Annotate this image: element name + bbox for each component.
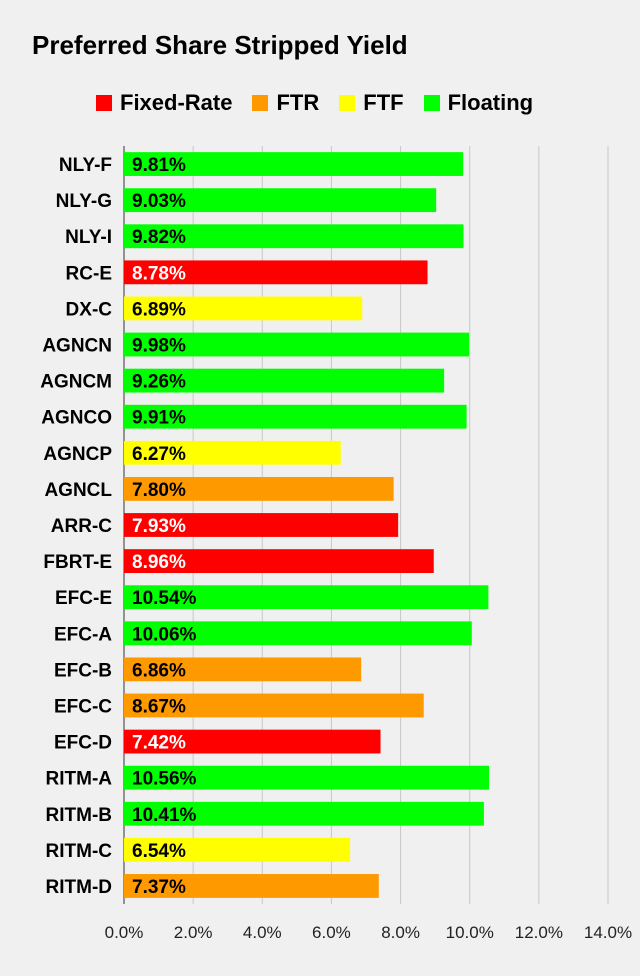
bar-value-label: 7.42%	[132, 733, 186, 754]
category-label: EFC-D	[54, 733, 112, 754]
bar-value-label: 9.81%	[132, 155, 186, 176]
category-label: EFC-E	[55, 588, 112, 609]
bar-value-label: 6.86%	[132, 660, 186, 681]
bar	[124, 404, 467, 429]
category-label: AGNCO	[41, 408, 112, 429]
legend-swatch	[96, 95, 112, 111]
legend-swatch	[252, 95, 269, 111]
bar	[124, 801, 484, 826]
bar-value-label: 9.98%	[132, 336, 186, 357]
bar-value-label: 9.91%	[132, 408, 186, 429]
bar	[124, 657, 362, 682]
category-label: AGNCM	[40, 372, 112, 393]
category-label: AGNCP	[43, 444, 112, 465]
bar-value-label: 8.78%	[132, 263, 186, 284]
bar	[124, 440, 341, 465]
bar-value-label: 10.56%	[132, 769, 197, 790]
bar	[124, 476, 394, 501]
category-label: RITM-B	[46, 805, 112, 826]
bar-value-label: 6.89%	[132, 299, 186, 320]
legend-item-ftr: FTR	[252, 90, 319, 116]
category-label: EFC-C	[54, 696, 112, 717]
legend-swatch	[339, 95, 356, 111]
category-label: DX-C	[66, 299, 113, 320]
bar	[124, 513, 399, 537]
bar	[124, 332, 470, 357]
bar	[124, 729, 381, 754]
x-tick-label: 0.0%	[105, 923, 144, 942]
bar	[124, 837, 351, 862]
bar-value-label: 8.67%	[132, 696, 186, 717]
bar-value-label: 10.54%	[132, 588, 197, 609]
legend: Fixed-Rate FTR FTF Floating	[96, 90, 533, 116]
bar-value-label: 8.96%	[132, 552, 186, 573]
category-label: RC-E	[66, 263, 112, 284]
legend-item-ftf: FTF	[339, 90, 404, 116]
bar	[124, 621, 472, 646]
bar-value-label: 6.54%	[132, 841, 186, 862]
bar-value-label: 9.26%	[132, 372, 186, 393]
category-label: RITM-D	[46, 877, 112, 898]
bar	[124, 585, 489, 610]
bar-value-label: 7.80%	[132, 480, 186, 501]
category-label: ARR-C	[51, 516, 112, 537]
x-tick-label: 10.0%	[446, 923, 494, 942]
bar	[124, 765, 490, 790]
x-tick-label: 8.0%	[381, 923, 420, 942]
bar-value-label: 9.03%	[132, 191, 186, 212]
chart-title: Preferred Share Stripped Yield	[32, 30, 408, 60]
bar-value-label: 6.27%	[132, 444, 186, 465]
bar	[124, 874, 379, 898]
legend-label: Fixed-Rate	[120, 90, 233, 115]
bar	[124, 296, 363, 321]
bar-value-label: 9.82%	[132, 227, 186, 248]
x-tick-label: 4.0%	[243, 923, 282, 942]
legend-label: FTF	[363, 90, 404, 115]
legend-item-fixed-rate: Fixed-Rate	[96, 90, 232, 116]
bar	[124, 224, 464, 249]
category-label: NLY-G	[56, 191, 112, 212]
bar-value-label: 7.93%	[132, 516, 186, 537]
bar-value-label: 7.37%	[132, 877, 186, 898]
legend-swatch	[423, 95, 440, 111]
category-label: FBRT-E	[43, 552, 112, 573]
bar	[124, 188, 437, 213]
category-label: EFC-B	[54, 660, 112, 681]
legend-item-floating: Floating	[423, 90, 534, 116]
bar	[124, 260, 428, 285]
x-tick-label: 14.0%	[584, 923, 632, 942]
x-tick-label: 6.0%	[312, 923, 351, 942]
bar-value-label: 10.06%	[132, 624, 197, 645]
category-label: AGNCL	[44, 480, 112, 501]
x-tick-label: 12.0%	[515, 923, 563, 942]
category-label: AGNCN	[42, 336, 112, 357]
category-label: RITM-A	[46, 769, 113, 790]
bar-value-label: 10.41%	[132, 805, 197, 826]
bar	[124, 549, 434, 574]
category-label: EFC-A	[54, 624, 112, 645]
bar	[124, 368, 445, 393]
category-label: NLY-F	[59, 155, 112, 176]
legend-label: FTR	[276, 90, 320, 115]
bar	[124, 152, 464, 176]
legend-label: Floating	[447, 90, 534, 115]
x-tick-label: 2.0%	[174, 923, 213, 942]
category-label: RITM-C	[46, 841, 113, 862]
bar	[124, 693, 424, 718]
category-label: NLY-I	[65, 227, 112, 248]
